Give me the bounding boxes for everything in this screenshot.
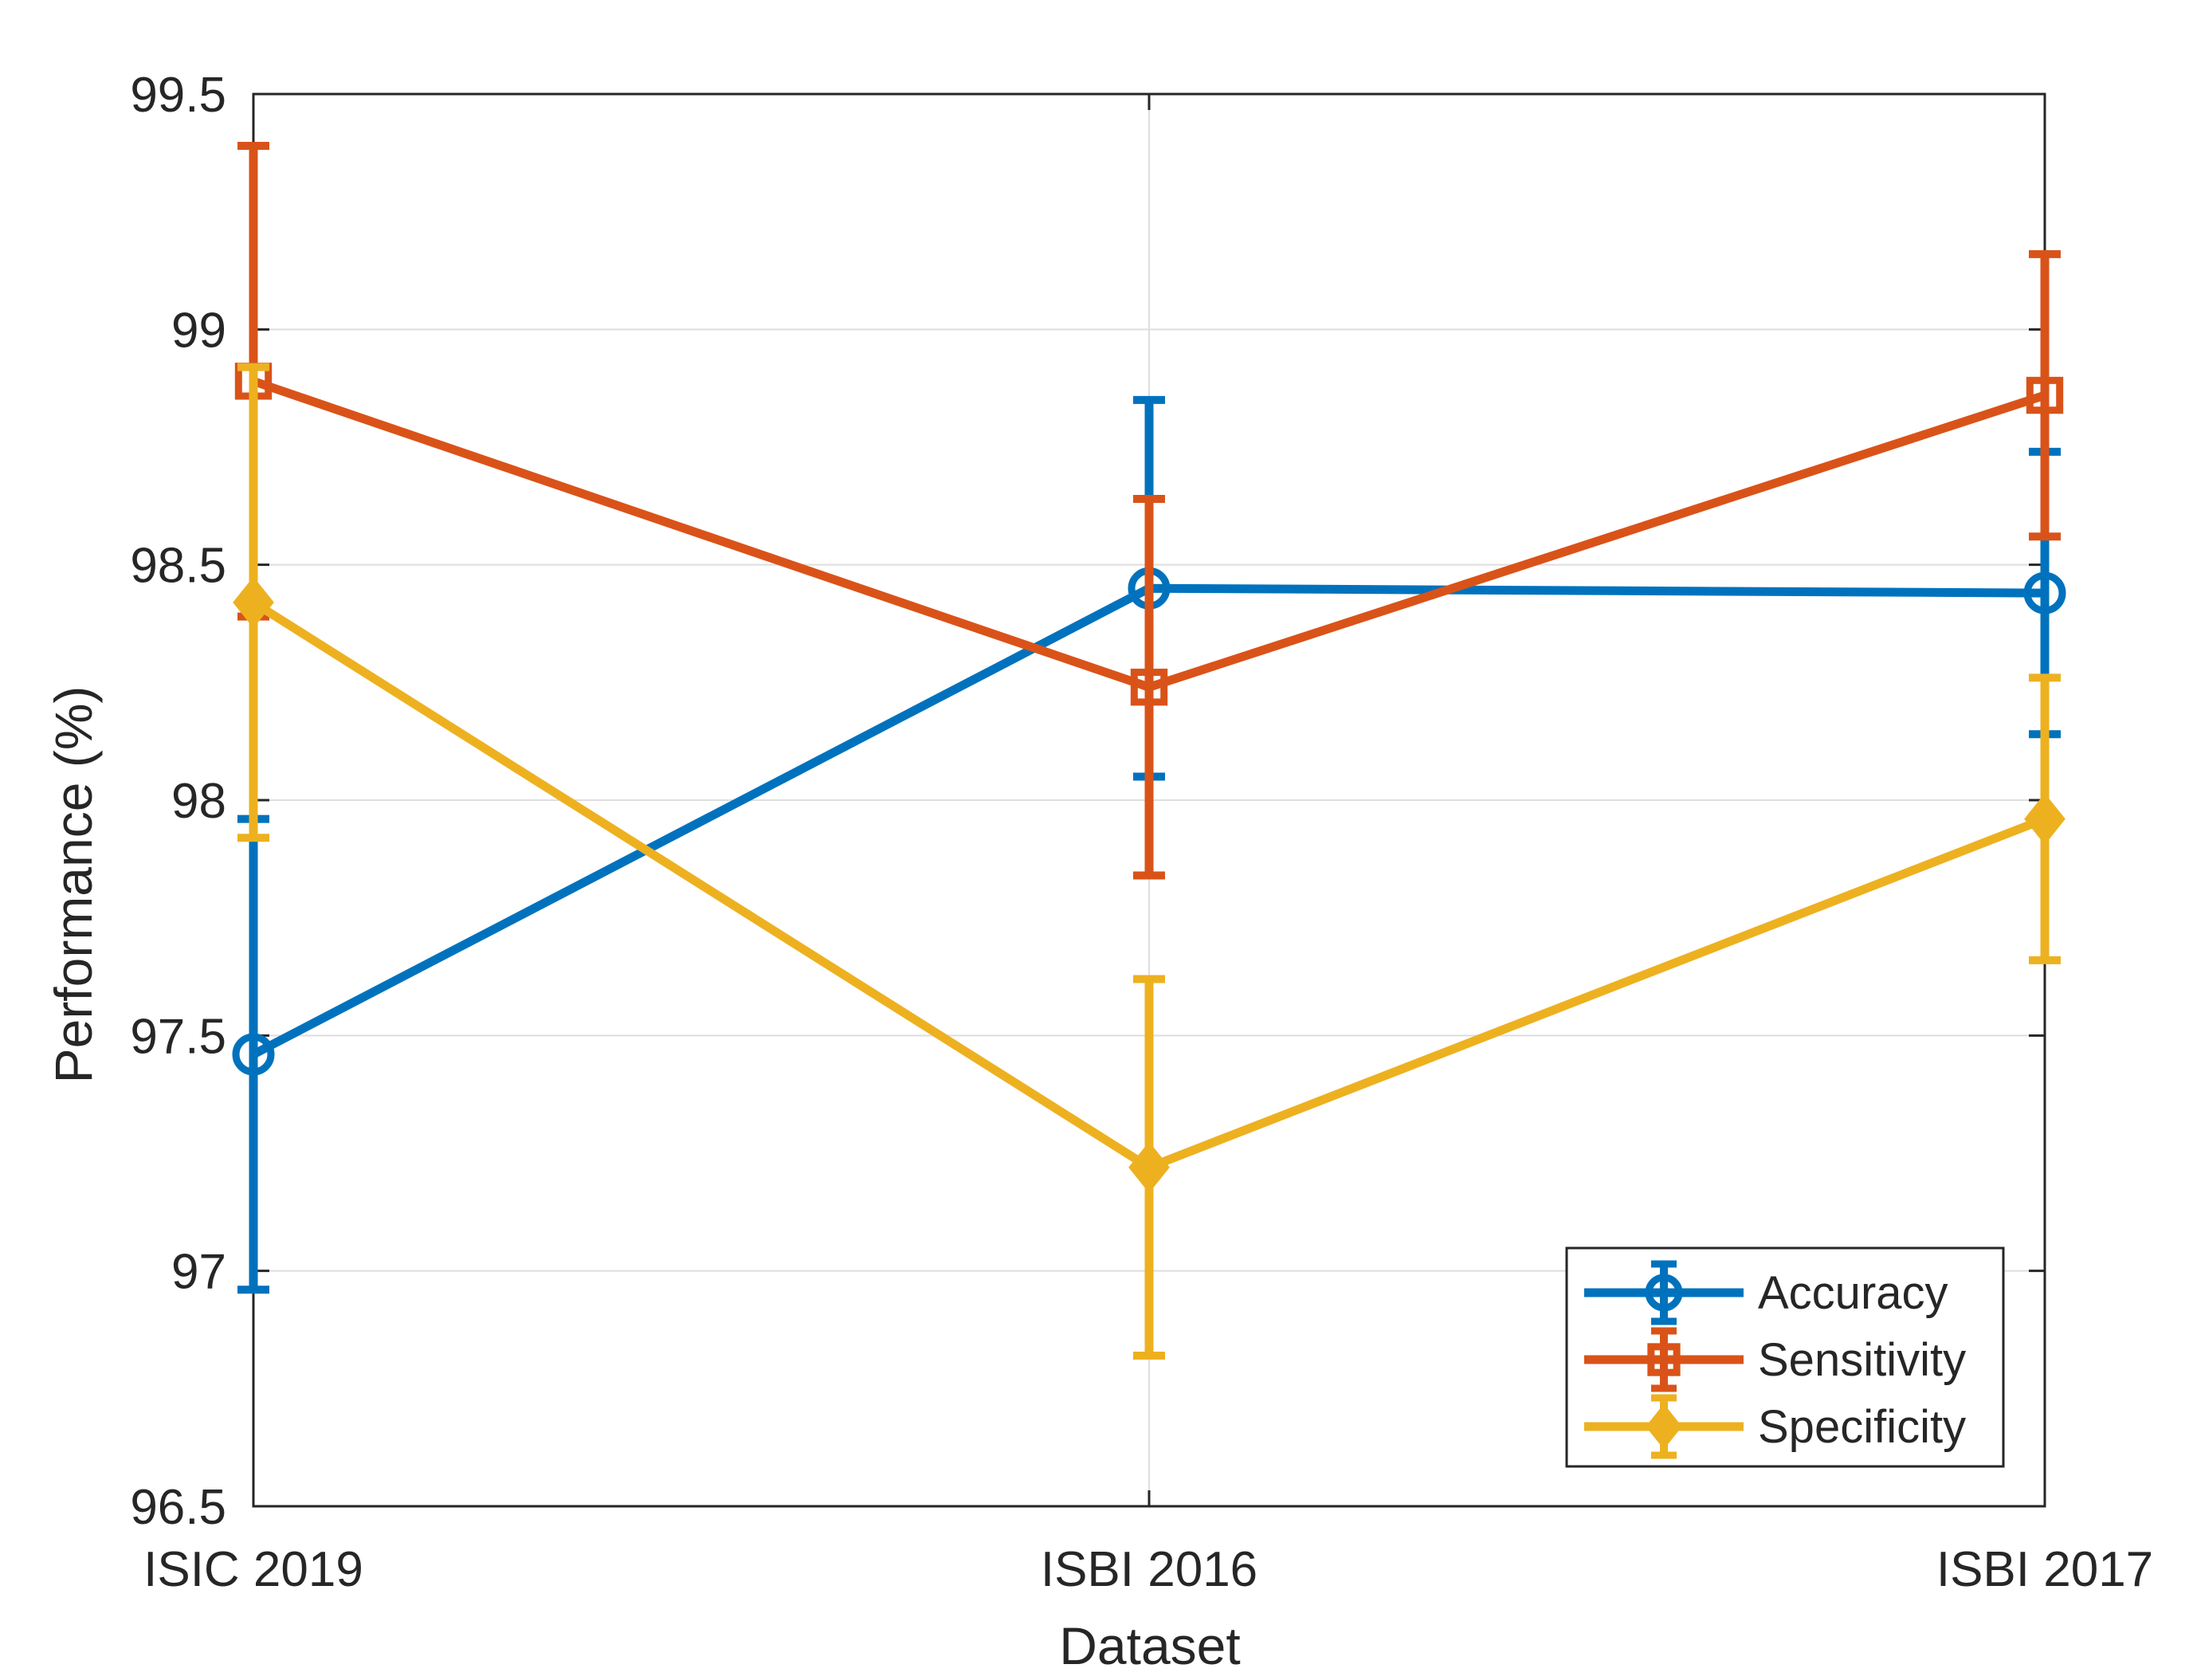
x-axis-title: Dataset [1059,1616,1240,1675]
data-point-circle [232,1033,275,1076]
data-point-diamond [233,576,274,629]
legend-marker-circle [1645,1274,1683,1312]
legend-marker-square [1647,1343,1681,1376]
y-tick-label: 99 [171,303,226,358]
x-tick-label: ISBI 2016 [1041,1542,1257,1597]
legend-label: Sensitivity [1758,1334,1966,1386]
x-tick-label: ISIC 2019 [143,1542,363,1597]
legend-marker-diamond [1646,1403,1682,1450]
legend-entry-specificity[interactable]: Specificity [1584,1394,1966,1459]
y-tick-label: 99.5 [130,68,226,123]
legend-label: Accuracy [1758,1267,1948,1319]
y-tick-label: 98.5 [130,539,226,594]
axes: 96.5 97 97.5 98 98.5 99 99.5 ISIC 2019 ISBI 2016… [130,68,2153,1597]
legend-entry-accuracy[interactable]: Accuracy [1584,1260,1948,1325]
data-point-diamond [2024,793,2066,845]
x-tick-label: ISBI 2017 [1936,1542,2153,1597]
y-tick-label: 96.5 [130,1480,226,1535]
series-group [232,141,2066,1360]
data-point-square [1130,669,1168,706]
y-tick-label: 97 [171,1245,226,1300]
legend-entry-sensitivity[interactable]: Sensitivity [1584,1327,1966,1392]
y-tick-label: 98 [171,774,226,829]
y-axis-title: Performance (%) [44,686,103,1084]
legend[interactable]: Accuracy Sensitivity Specificity [1565,1246,2005,1468]
data-point-diamond [1128,1141,1170,1194]
legend-label: Specificity [1758,1401,1966,1453]
y-tick-label: 97.5 [130,1009,226,1064]
data-point-circle [2023,571,2066,614]
series-specificity [233,363,2066,1360]
data-point-square [2026,376,2064,414]
